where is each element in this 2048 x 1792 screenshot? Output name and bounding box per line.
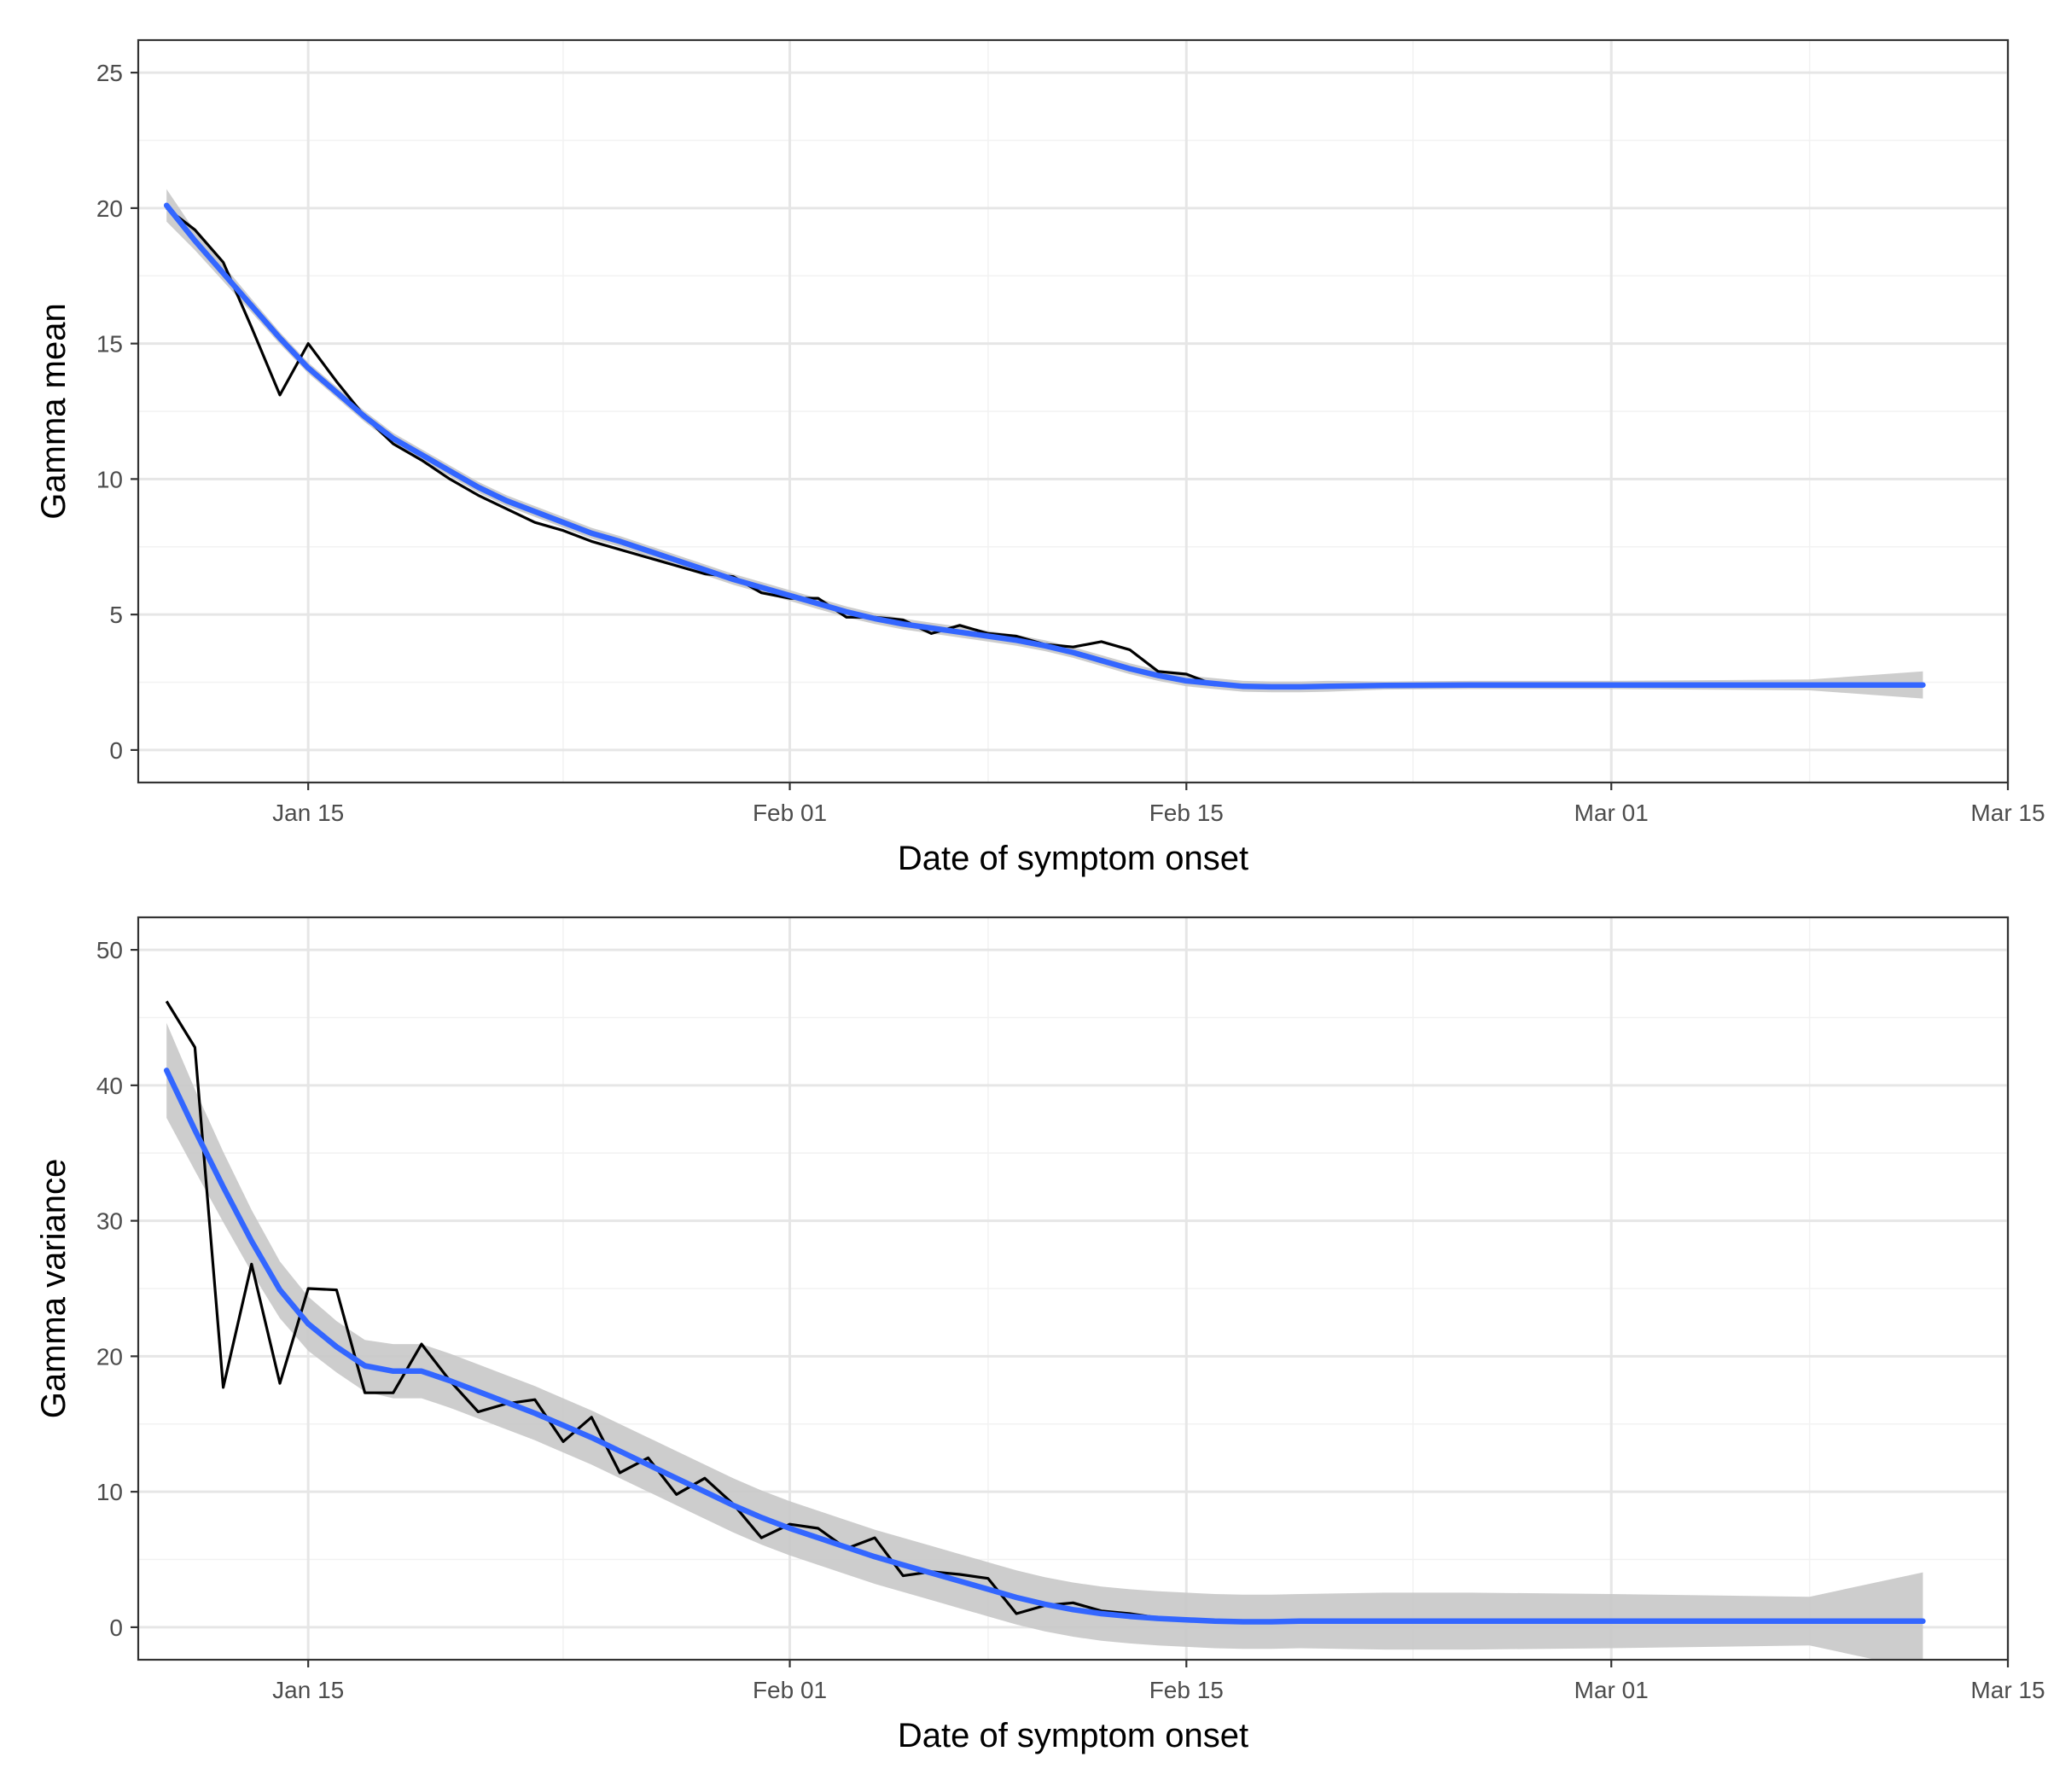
y-tick-label: 20 xyxy=(96,195,123,222)
chart-panel-gamma-mean: 0 5 10 15 20 25 Jan 15 Feb 01 Feb 15 Mar 01 Mar 15… xyxy=(35,38,2045,877)
grid xyxy=(138,917,2010,1660)
x-tick-label: Mar 01 xyxy=(1574,1677,1649,1703)
smoothed-trend-line xyxy=(163,202,1926,690)
y-tick-label: 10 xyxy=(96,466,123,492)
y-tick-label: 20 xyxy=(96,1343,123,1370)
x-tick-label: Feb 01 xyxy=(753,800,827,826)
y-tick-label: 10 xyxy=(96,1479,123,1505)
x-axis-title: Date of symptom onset xyxy=(898,840,1248,877)
x-tick-label: Mar 15 xyxy=(1970,800,2045,826)
y-axis-title: Gamma variance xyxy=(35,1159,73,1419)
x-axis-title: Date of symptom onset xyxy=(898,1717,1248,1754)
y-tick-label: 50 xyxy=(96,937,123,963)
chart-panel-gamma-variance: 0 10 20 30 40 50 Jan 15 Feb 01 Feb 15 Mar 01 Mar 1… xyxy=(35,916,2045,1754)
confidence-ribbon xyxy=(166,189,1923,699)
x-tick-label: Jan 15 xyxy=(272,1677,344,1703)
panel-border xyxy=(137,38,2010,784)
y-tick-label: 25 xyxy=(96,60,123,86)
y-tick-label: 15 xyxy=(96,331,123,358)
x-tick-label: Mar 15 xyxy=(1970,1677,2045,1703)
panel-border xyxy=(137,916,2010,1661)
confidence-ribbon xyxy=(166,1022,1923,1660)
raw-estimate-line xyxy=(165,1000,1159,1620)
y-tick-label: 0 xyxy=(109,1615,123,1641)
x-tick-label: Mar 01 xyxy=(1574,800,1649,826)
smoothed-trend-line xyxy=(163,1068,1926,1625)
y-tick-label: 30 xyxy=(96,1208,123,1235)
raw-estimate-line xyxy=(166,207,1243,687)
x-tick-label: Feb 15 xyxy=(1149,1677,1224,1703)
y-axis-title: Gamma mean xyxy=(35,303,73,519)
x-tick-label: Jan 15 xyxy=(272,800,344,826)
y-tick-label: 5 xyxy=(109,602,123,628)
x-tick-label: Feb 01 xyxy=(753,1677,827,1703)
grid xyxy=(138,40,2010,783)
y-tick-label: 40 xyxy=(96,1073,123,1099)
y-tick-label: 0 xyxy=(109,737,123,764)
x-tick-label: Feb 15 xyxy=(1149,800,1224,826)
